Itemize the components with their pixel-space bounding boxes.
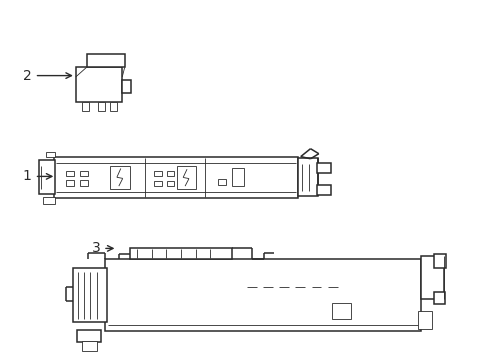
Bar: [43, 197, 55, 204]
Bar: [80, 180, 87, 186]
Bar: [298, 158, 317, 196]
Bar: [122, 80, 131, 93]
Bar: [86, 54, 124, 67]
Bar: [420, 256, 443, 299]
Bar: [73, 268, 106, 322]
Bar: [105, 259, 420, 331]
Bar: [316, 163, 330, 173]
Bar: [66, 171, 74, 176]
Bar: [110, 166, 129, 189]
Text: 3: 3: [91, 242, 113, 255]
Bar: [81, 102, 88, 111]
Bar: [166, 171, 174, 176]
Bar: [66, 180, 74, 186]
Bar: [217, 179, 226, 185]
Bar: [232, 168, 244, 186]
Bar: [46, 152, 55, 157]
Bar: [77, 330, 101, 342]
Bar: [177, 166, 195, 189]
Text: 1: 1: [23, 170, 52, 183]
Bar: [433, 254, 446, 268]
Bar: [80, 171, 87, 176]
Bar: [54, 157, 298, 198]
Bar: [154, 171, 161, 176]
Bar: [110, 102, 117, 111]
Bar: [76, 67, 122, 102]
Bar: [417, 311, 431, 329]
Bar: [331, 303, 350, 319]
Bar: [39, 160, 55, 194]
Bar: [166, 181, 174, 186]
Text: 2: 2: [23, 69, 71, 82]
Bar: [154, 181, 161, 186]
Bar: [433, 292, 444, 304]
Bar: [82, 341, 97, 351]
Bar: [98, 102, 104, 111]
Bar: [129, 248, 232, 259]
Bar: [316, 185, 330, 195]
